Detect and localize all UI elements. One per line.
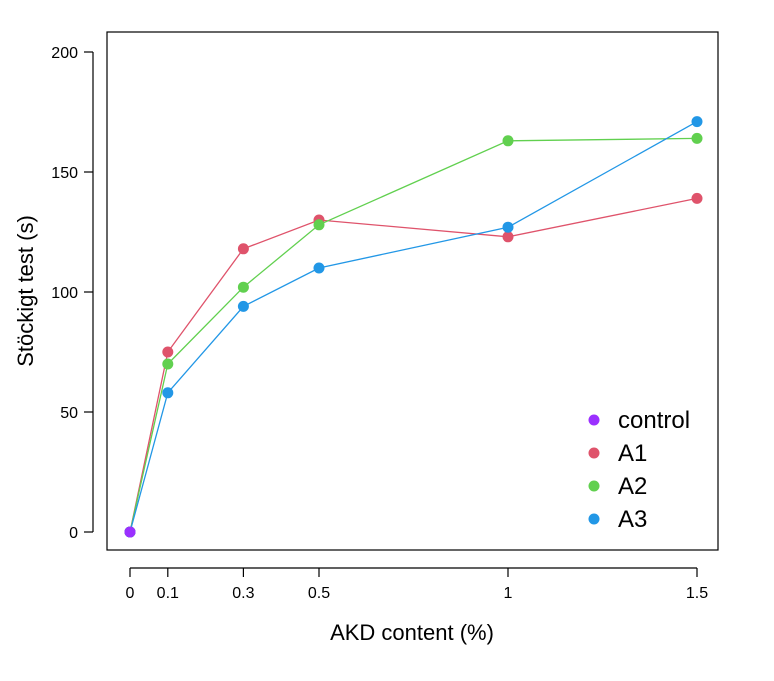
y-tick-label: 100 <box>51 285 78 302</box>
legend-label: A1 <box>618 440 647 467</box>
data-point-A1 <box>502 231 514 243</box>
x-tick-label: 0 <box>126 585 135 602</box>
series-line-A1 <box>129 197 698 533</box>
y-axis-title: Stöckigt test (s) <box>13 215 38 367</box>
data-point-A1 <box>237 243 249 255</box>
legend-label: A2 <box>618 473 647 500</box>
legend-label: A3 <box>618 506 647 533</box>
x-tick-label: 0.3 <box>232 585 254 602</box>
series-A3 <box>124 116 703 538</box>
legend-item-control: control <box>588 407 690 434</box>
series-layer <box>124 116 703 538</box>
legend-item-A2: A2 <box>588 473 647 500</box>
data-point-A1 <box>691 192 703 204</box>
legend-item-A3: A3 <box>588 506 647 533</box>
legend-item-A1: A1 <box>588 440 647 467</box>
legend-label: control <box>618 407 690 434</box>
data-point-A3 <box>691 116 703 128</box>
y-tick-label: 50 <box>60 405 78 422</box>
data-point-A2 <box>313 219 325 231</box>
y-tick-label: 0 <box>69 525 78 542</box>
data-point-A3 <box>162 387 174 399</box>
data-point-A3 <box>237 300 249 312</box>
data-point-A2 <box>162 358 174 370</box>
data-point-control-top <box>124 526 136 538</box>
series-A2 <box>124 132 703 538</box>
legend-marker <box>588 480 600 492</box>
legend: control A1 A2 A3 <box>588 407 690 533</box>
data-point-A2 <box>502 135 514 147</box>
data-point-A2 <box>691 132 703 144</box>
series-A1 <box>124 192 703 538</box>
x-axis-title: AKD content (%) <box>330 620 494 645</box>
plot-frame <box>106 31 719 551</box>
data-point-A3 <box>502 221 514 233</box>
y-tick-label: 150 <box>51 165 78 182</box>
x-tick-label: 1 <box>504 585 513 602</box>
x-tick-label: 1.5 <box>686 585 708 602</box>
data-point-A1 <box>162 346 174 358</box>
legend-marker <box>588 513 600 525</box>
series-line-A2 <box>129 137 698 533</box>
data-point-A2 <box>237 281 249 293</box>
data-point-A3 <box>313 262 325 274</box>
series-line-A3 <box>129 121 698 533</box>
legend-marker <box>588 447 600 459</box>
x-tick-label: 0.5 <box>308 585 330 602</box>
y-tick-label: 200 <box>51 45 78 62</box>
y-axis: 0 50 100 150 200 <box>51 45 94 542</box>
x-tick-label: 0.1 <box>157 585 179 602</box>
x-axis: 0 0.1 0.3 0.5 1 1.5 <box>126 567 708 602</box>
legend-marker <box>588 414 600 426</box>
